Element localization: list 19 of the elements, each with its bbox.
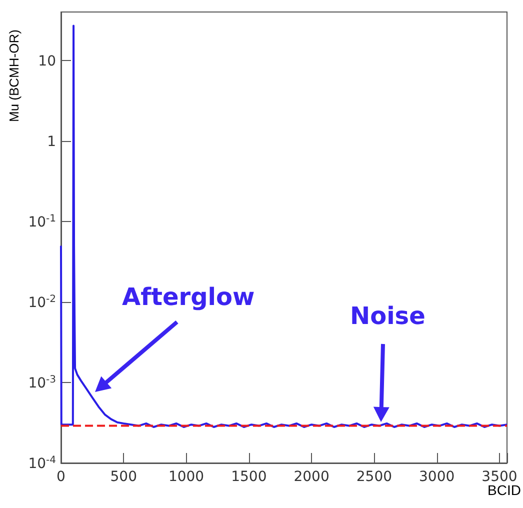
x-tick-label: 3500: [482, 469, 518, 485]
x-tick-label: 2000: [294, 469, 330, 485]
line-series: [60, 24, 508, 428]
x-tick-label: 0: [56, 469, 66, 485]
x-tick-label: 500: [110, 469, 138, 485]
y-tick-label: 10$^{-3}$: [28, 374, 56, 392]
y-tick-label: 10$^{-2}$: [28, 293, 56, 311]
annotation: Afterglow: [122, 283, 255, 311]
y-tick-label: 10: [38, 53, 56, 70]
x-tick-label: 1000: [168, 469, 204, 485]
y-axis-title: Mu (BCMH-OR): [6, 30, 22, 122]
y-tick-label: 10$^{-4}$: [28, 454, 56, 472]
x-axis-title: BCID: [488, 482, 521, 498]
annotation: Noise: [350, 302, 426, 330]
y-tick-label: 10$^{-1}$: [28, 212, 56, 230]
x-tick-label: 2500: [356, 469, 392, 485]
x-tick-label: 3000: [419, 469, 455, 485]
x-tick-label: 1500: [231, 469, 267, 485]
y-tick-label: 1: [47, 134, 56, 150]
